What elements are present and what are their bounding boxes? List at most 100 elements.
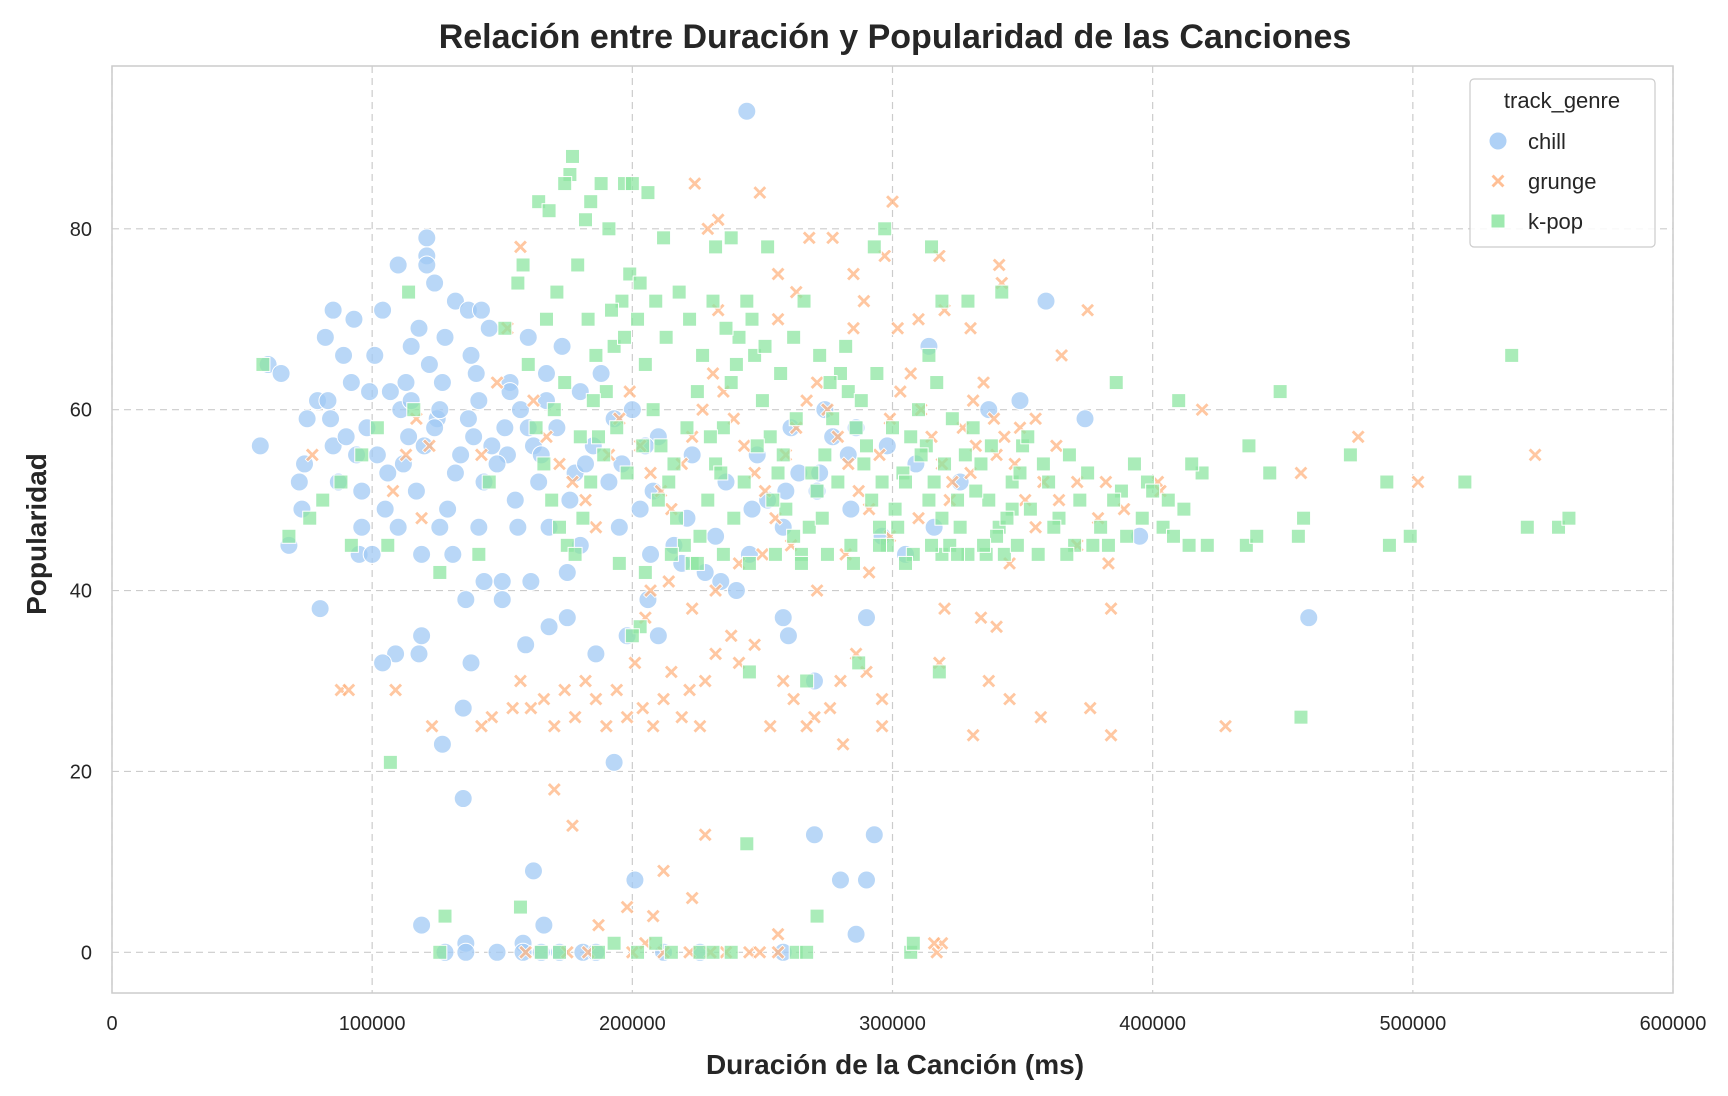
data-point-k-pop xyxy=(1106,492,1122,508)
data-point-chill xyxy=(373,653,393,673)
data-point-k-pop xyxy=(583,194,599,210)
data-point-grunge xyxy=(674,709,690,725)
data-point-k-pop xyxy=(1134,510,1150,526)
data-point-grunge xyxy=(700,221,716,237)
data-point-k-pop xyxy=(874,474,890,490)
data-point-chill xyxy=(474,572,494,592)
data-point-chill xyxy=(510,400,530,420)
data-point-k-pop xyxy=(354,447,370,463)
data-point-grunge xyxy=(697,827,713,843)
data-point-grunge xyxy=(1103,601,1119,617)
data-point-chill xyxy=(432,734,452,754)
data-point-k-pop xyxy=(382,754,398,770)
data-point-grunge xyxy=(692,718,708,734)
data-point-k-pop xyxy=(255,356,271,372)
data-point-k-pop xyxy=(994,284,1010,300)
data-point-k-pop xyxy=(1504,347,1520,363)
data-point-k-pop xyxy=(481,474,497,490)
data-point-k-pop xyxy=(1381,537,1397,553)
data-point-grunge xyxy=(965,393,981,409)
data-point-k-pop xyxy=(866,239,882,255)
data-point-grunge xyxy=(799,718,815,734)
data-point-k-pop xyxy=(848,420,864,436)
data-point-chill xyxy=(469,517,489,537)
data-point-grunge xyxy=(635,700,651,716)
data-point-grunge xyxy=(619,709,635,725)
data-point-k-pop xyxy=(830,474,846,490)
data-point-chill xyxy=(323,436,343,456)
data-point-grunge xyxy=(910,311,927,327)
data-point-grunge xyxy=(385,483,401,499)
data-point-chill xyxy=(648,626,668,646)
data-point-chill xyxy=(557,608,577,628)
data-point-k-pop xyxy=(705,293,721,309)
data-point-grunge xyxy=(473,718,490,734)
data-point-k-pop xyxy=(1035,456,1051,472)
legend: track_genre chill grunge k-pop xyxy=(1469,78,1656,248)
data-point-k-pop xyxy=(822,375,838,391)
data-point-k-pop xyxy=(648,935,664,951)
data-point-chill xyxy=(271,363,291,383)
data-point-chill xyxy=(464,427,484,447)
data-point-k-pop xyxy=(570,257,586,273)
data-point-k-pop xyxy=(869,365,885,381)
data-point-k-pop xyxy=(973,456,989,472)
data-point-k-pop xyxy=(551,519,567,535)
data-point-k-pop xyxy=(786,329,802,345)
data-point-grunge xyxy=(799,393,815,409)
data-point-k-pop xyxy=(583,474,599,490)
data-point-grunge xyxy=(546,781,562,798)
data-point-chill xyxy=(864,825,884,845)
data-point-chill xyxy=(380,382,400,402)
data-point-chill xyxy=(471,300,491,320)
data-point-grunge xyxy=(1100,555,1117,571)
data-point-chill xyxy=(388,517,408,537)
data-point-chill xyxy=(523,861,543,881)
data-point-grunge xyxy=(684,890,700,906)
data-point-grunge xyxy=(775,673,791,689)
data-point-chill xyxy=(432,373,452,393)
data-point-k-pop xyxy=(343,537,359,553)
data-point-grunge xyxy=(1098,474,1114,490)
data-point-k-pop xyxy=(515,257,531,273)
data-point-k-pop xyxy=(497,320,513,336)
data-point-grunge xyxy=(892,384,908,400)
data-point-chill xyxy=(412,544,432,564)
data-point-k-pop xyxy=(1165,528,1181,544)
data-point-k-pop xyxy=(1184,456,1200,472)
data-point-k-pop xyxy=(679,420,695,436)
data-point-chill xyxy=(396,373,416,393)
data-point-chill xyxy=(430,400,450,420)
data-point-grunge xyxy=(770,944,786,960)
data-point-grunge xyxy=(770,926,786,942)
data-point-k-pop xyxy=(989,528,1005,544)
data-point-grunge xyxy=(645,718,661,734)
data-point-k-pop xyxy=(749,438,765,454)
data-point-chill xyxy=(841,499,861,519)
data-point-k-pop xyxy=(606,935,622,951)
data-points xyxy=(250,101,1577,962)
data-point-k-pop xyxy=(538,311,554,327)
data-point-k-pop xyxy=(591,429,607,445)
data-point-k-pop xyxy=(333,474,349,490)
data-point-k-pop xyxy=(924,239,940,255)
data-point-grunge xyxy=(890,320,906,336)
data-point-k-pop xyxy=(801,519,817,535)
data-point-grunge xyxy=(1054,347,1070,363)
data-point-grunge xyxy=(655,691,672,707)
data-point-grunge xyxy=(518,944,534,960)
data-point-k-pop xyxy=(656,230,672,246)
data-point-chill xyxy=(586,644,606,664)
data-point-k-pop xyxy=(661,474,677,490)
data-point-k-pop xyxy=(1059,546,1075,562)
data-point-chill xyxy=(487,942,507,962)
data-point-chill xyxy=(500,382,520,402)
data-point-chill xyxy=(435,327,455,347)
data-point-k-pop xyxy=(648,293,664,309)
data-point-k-pop xyxy=(814,510,830,526)
data-point-k-pop xyxy=(432,564,448,580)
data-point-grunge xyxy=(1080,302,1096,318)
data-point-chill xyxy=(778,626,798,646)
data-point-k-pop xyxy=(809,908,825,924)
